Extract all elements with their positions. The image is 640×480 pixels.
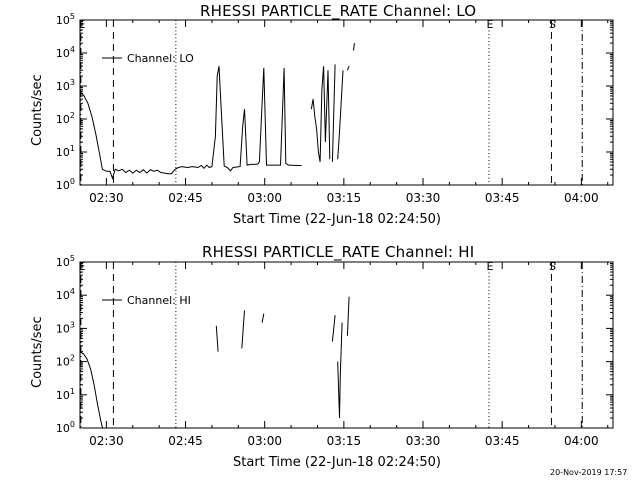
lo-series-line-1 <box>310 66 331 162</box>
hi-x-tick-label: 04:00 <box>564 434 599 448</box>
hi-y-tick-label: 100 <box>56 420 75 435</box>
hi-channel-panel: 100 101 102 103 104 105 02:30 02:45 03:00 03:15 03… <box>56 254 614 448</box>
hi-series-line-1 <box>215 325 219 352</box>
hi-y-tick-label: 105 <box>56 254 75 269</box>
hi-series-line-3 <box>261 313 265 323</box>
hi-x-axis-label: Start Time (22-Jun-18 02:24:50) <box>233 455 441 470</box>
hi-plot-frame <box>79 261 614 429</box>
lo-series-line-0 <box>80 66 302 180</box>
hi-event-marker-label: E <box>78 260 85 273</box>
hi-y-tick-label: 104 <box>56 287 75 302</box>
lo-y-tick-label: 105 <box>56 12 75 27</box>
lo-x-tick-label: 02:45 <box>168 191 203 205</box>
lo-series-line-4 <box>346 65 350 71</box>
lo-event-marker-label: E <box>78 18 85 31</box>
lo-x-tick-label: 03:15 <box>327 191 362 205</box>
hi-series-line-4 <box>331 315 336 342</box>
hi-x-tick-label: 03:15 <box>327 434 362 448</box>
lo-x-tick-label: 03:30 <box>406 191 441 205</box>
hi-x-tick-label: 03:30 <box>406 434 441 448</box>
hi-x-tick-label: 03:00 <box>247 434 282 448</box>
hi-chart-title: RHESSI PARTICLE_RATE Channel: HI <box>202 243 475 261</box>
hi-series-line-5 <box>337 322 343 419</box>
lo-event-marker-label: S <box>549 18 556 31</box>
lo-y-axis-label: Counts/sec <box>30 74 45 146</box>
hi-y-tick-label: 102 <box>56 354 75 369</box>
hi-y-tick-label: 101 <box>56 387 75 402</box>
generation-timestamp: 20-Nov-2019 17:57 <box>550 468 628 477</box>
hi-event-marker-label: E <box>487 260 494 273</box>
hi-data-series-group <box>80 296 350 428</box>
lo-data-series-group <box>80 43 355 180</box>
lo-legend-label: Channel: LO <box>127 52 194 65</box>
lo-event-marker-label: E <box>487 18 494 31</box>
lo-x-tick-label: 03:45 <box>485 191 520 205</box>
lo-y-tick-label: 102 <box>56 111 75 126</box>
lo-x-axis-label: Start Time (22-Jun-18 02:24:50) <box>233 212 441 227</box>
lo-y-tick-label: 103 <box>56 78 75 93</box>
lo-y-tick-label: 101 <box>56 144 75 159</box>
hi-y-axis-label: Counts/sec <box>30 316 45 388</box>
lo-series-line-3 <box>337 70 344 160</box>
lo-series-line-5 <box>353 43 355 51</box>
lo-x-tick-label: 03:00 <box>247 191 282 205</box>
hi-series-line-0 <box>80 351 104 428</box>
lo-y-tick-label: 104 <box>56 45 75 60</box>
hi-x-tick-label: 02:30 <box>89 434 124 448</box>
hi-series-line-2 <box>241 310 245 349</box>
lo-x-tick-label: 02:30 <box>89 191 124 205</box>
hi-y-tick-label: 103 <box>56 320 75 335</box>
hi-x-tick-label: 03:45 <box>485 434 520 448</box>
lo-plot-frame <box>79 19 614 186</box>
hi-x-tick-label: 02:45 <box>168 434 203 448</box>
hi-series-line-6 <box>346 296 350 336</box>
lo-chart-title: RHESSI PARTICLE_RATE Channel: LO <box>200 2 477 20</box>
lo-x-tick-label: 04:00 <box>564 191 599 205</box>
lo-channel-panel: 100 101 102 103 104 105 02:30 02:45 03:00 03:15 03… <box>56 12 614 205</box>
lo-y-tick-label: 100 <box>56 177 75 192</box>
lo-series-line-2 <box>331 64 336 162</box>
hi-event-marker-label: S <box>549 260 556 273</box>
hi-legend-label: Channel: HI <box>127 294 191 307</box>
